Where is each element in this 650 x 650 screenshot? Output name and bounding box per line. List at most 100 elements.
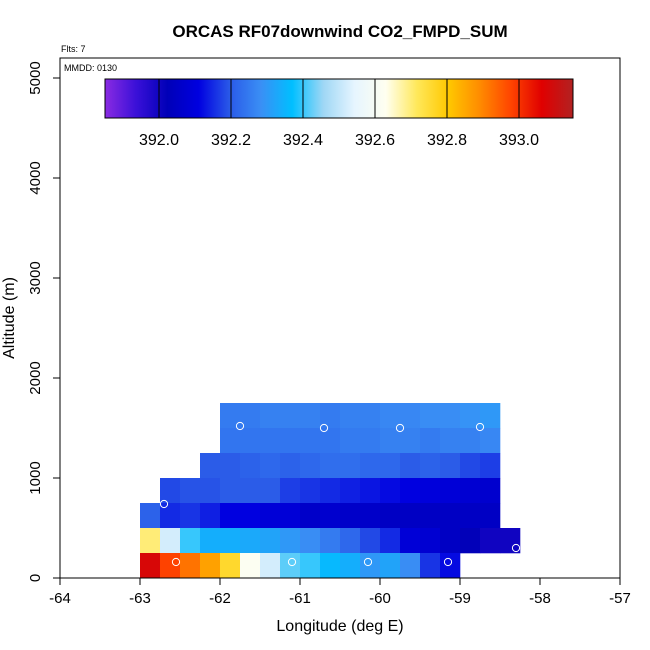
heatmap-cell xyxy=(320,403,341,429)
heatmap-cell xyxy=(200,528,221,554)
date-label: MMDD: 0130 xyxy=(64,63,117,73)
colorbar-tick-label: 392.4 xyxy=(283,132,323,149)
heatmap-cell xyxy=(340,553,361,579)
heatmap-cell xyxy=(400,478,421,504)
heatmap-cell xyxy=(240,528,261,554)
heatmap-cell xyxy=(260,528,281,554)
heatmap-cell xyxy=(360,503,381,529)
x-tick-label: -58 xyxy=(529,590,551,607)
heatmap-cell xyxy=(220,503,241,529)
heatmap-cell xyxy=(180,553,201,579)
heatmap-cell xyxy=(260,453,281,479)
x-tick-label: -59 xyxy=(449,590,471,607)
x-tick-label: -60 xyxy=(369,590,391,607)
heatmap-cell xyxy=(380,403,401,429)
heatmap-cell xyxy=(440,528,461,554)
heatmap-cell xyxy=(420,478,441,504)
data-marker xyxy=(363,557,373,567)
heatmap-cell xyxy=(340,503,361,529)
heatmap-cell xyxy=(240,453,261,479)
heatmap-cell xyxy=(440,428,461,454)
flights-label: Flts: 7 xyxy=(61,44,86,54)
heatmap-cell xyxy=(220,428,241,454)
heatmap-cell xyxy=(340,453,361,479)
y-tick-label: 2000 xyxy=(27,361,44,394)
heatmap-cell xyxy=(300,428,321,454)
heatmap-cell xyxy=(280,503,301,529)
x-tick-label: -57 xyxy=(609,590,631,607)
heatmap-cell xyxy=(440,453,461,479)
heatmap-cell xyxy=(500,528,521,554)
data-marker xyxy=(171,557,181,567)
heatmap-cell xyxy=(340,403,361,429)
heatmap-cell xyxy=(160,503,181,529)
heatmap-cell xyxy=(340,478,361,504)
heatmap-cell xyxy=(300,478,321,504)
heatmap-cell xyxy=(440,503,461,529)
heatmap-cell xyxy=(380,553,401,579)
data-marker xyxy=(511,543,521,553)
heatmap-cell xyxy=(320,453,341,479)
colorbar-gradient xyxy=(104,78,574,119)
data-marker xyxy=(443,557,453,567)
heatmap-cell xyxy=(420,403,441,429)
heatmap-cell xyxy=(380,453,401,479)
heatmap-cell xyxy=(240,503,261,529)
heatmap-cell xyxy=(360,453,381,479)
heatmap-cell xyxy=(220,403,241,429)
data-markers xyxy=(159,421,521,567)
heatmap-cell xyxy=(300,503,321,529)
heatmap-cell xyxy=(140,503,161,529)
heatmap-cell xyxy=(460,428,481,454)
heatmap-cell xyxy=(140,553,161,579)
x-tick-label: -62 xyxy=(209,590,231,607)
heatmap-cell xyxy=(380,428,401,454)
heatmap-cell xyxy=(480,478,501,504)
heatmap-cell xyxy=(340,528,361,554)
heatmap-cell xyxy=(380,503,401,529)
heatmap-cell xyxy=(420,428,441,454)
heatmap-cell xyxy=(280,453,301,479)
heatmap-cell xyxy=(480,403,501,429)
y-tick-label: 1000 xyxy=(27,461,44,494)
colorbar-tick-label: 393.0 xyxy=(499,132,539,149)
heatmap-cell xyxy=(420,553,441,579)
heatmap-cell xyxy=(480,528,501,554)
heatmap-cell xyxy=(200,553,221,579)
y-axis-label: Altitude (m) xyxy=(1,277,18,359)
heatmap-cell xyxy=(280,528,301,554)
heatmap-cell xyxy=(160,528,181,554)
heatmap-cell xyxy=(220,528,241,554)
heatmap-cell xyxy=(440,553,461,579)
heatmap-cell xyxy=(420,503,441,529)
heatmap-cell xyxy=(440,403,461,429)
heatmap-cell xyxy=(300,403,321,429)
heatmap-cell xyxy=(260,403,281,429)
heatmap-cell xyxy=(360,478,381,504)
heatmap-cell xyxy=(240,553,261,579)
x-tick-label: -64 xyxy=(49,590,71,607)
heatmap-cell xyxy=(460,403,481,429)
heatmap-cell xyxy=(280,478,301,504)
heatmap-cell xyxy=(360,428,381,454)
heatmap-cell xyxy=(260,553,281,579)
y-axis: 0 1000 2000 3000 4000 5000 xyxy=(27,61,60,582)
heatmap-cell xyxy=(180,528,201,554)
heatmap-cell xyxy=(460,503,481,529)
data-marker xyxy=(287,557,297,567)
x-tick-label: -61 xyxy=(289,590,311,607)
colorbar: 392.0 392.2 392.4 392.6 392.8 393.0 xyxy=(104,78,574,149)
data-marker xyxy=(475,422,485,432)
heatmap-cell xyxy=(340,428,361,454)
heatmap-cell xyxy=(400,503,421,529)
heatmap-cell xyxy=(200,503,221,529)
x-axis-label: Longitude (deg E) xyxy=(276,618,403,635)
data-marker xyxy=(159,499,169,509)
heatmap-cell xyxy=(420,453,441,479)
y-tick-label: 4000 xyxy=(27,161,44,194)
heatmap-cell xyxy=(400,428,421,454)
heatmap-cell xyxy=(300,453,321,479)
heatmap-cell xyxy=(320,503,341,529)
heatmap-cell xyxy=(160,553,181,579)
